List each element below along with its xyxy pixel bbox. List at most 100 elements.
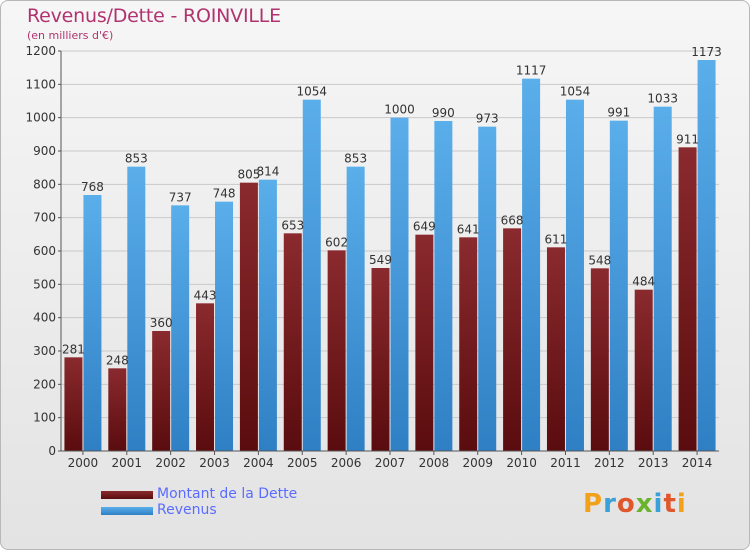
y-tick-label: 500 xyxy=(33,277,56,291)
data-label-revenue: 768 xyxy=(81,180,104,194)
bar-debt xyxy=(678,147,697,452)
data-label-revenue: 853 xyxy=(344,152,367,166)
y-tick-label: 800 xyxy=(33,177,56,191)
data-label-debt: 549 xyxy=(369,253,392,267)
data-label-revenue: 1033 xyxy=(647,92,678,106)
chart-subtitle: (en milliers d'€) xyxy=(27,29,114,42)
x-tick-label: 2000 xyxy=(68,456,99,470)
legend-label-debt: Montant de la Dette xyxy=(157,486,298,502)
data-label-debt: 602 xyxy=(325,235,348,249)
bar-debt xyxy=(459,237,478,451)
data-label-debt: 653 xyxy=(281,218,304,232)
x-tick-label: 2005 xyxy=(287,456,318,470)
y-tick-label: 1100 xyxy=(25,77,56,91)
bar-revenue xyxy=(83,195,102,451)
logo-letter: o xyxy=(616,489,636,519)
data-label-revenue: 748 xyxy=(213,187,236,201)
bar-debt xyxy=(415,234,434,451)
logo-letter: x xyxy=(635,489,654,519)
x-tick-label: 2003 xyxy=(199,456,230,470)
bar-debt xyxy=(152,331,171,451)
chart-title: Revenus/Dette - ROINVILLE xyxy=(27,5,281,27)
data-label-debt: 281 xyxy=(62,342,85,356)
bar-debt xyxy=(64,357,83,451)
x-tick-label: 2013 xyxy=(638,456,669,470)
data-label-revenue: 853 xyxy=(125,152,148,166)
proxiti-logo: Proxiti xyxy=(583,489,687,519)
x-tick-label: 2001 xyxy=(112,456,143,470)
legend-swatch-revenue xyxy=(101,507,153,515)
data-label-revenue: 1054 xyxy=(560,85,591,99)
bar-debt xyxy=(327,250,346,451)
y-tick-label: 200 xyxy=(33,377,56,391)
bar-debt xyxy=(634,289,653,451)
bar-revenue xyxy=(127,166,146,451)
data-label-revenue: 973 xyxy=(476,112,499,126)
bar-debt xyxy=(371,268,390,451)
data-label-debt: 548 xyxy=(588,253,611,267)
logo-letter: i xyxy=(653,489,664,519)
y-tick-label: 900 xyxy=(33,144,56,158)
x-tick-label: 2009 xyxy=(462,456,493,470)
bar-revenue xyxy=(653,106,672,452)
data-label-debt: 668 xyxy=(501,213,524,227)
bar-revenue xyxy=(302,99,321,452)
bar-revenue xyxy=(390,117,409,452)
data-label-debt: 649 xyxy=(413,220,436,234)
x-tick-label: 2008 xyxy=(419,456,450,470)
bar-debt xyxy=(108,368,127,451)
bar-debt xyxy=(590,268,609,451)
bar-revenue xyxy=(258,179,277,451)
y-tick-label: 1000 xyxy=(25,111,56,125)
data-label-revenue: 991 xyxy=(607,106,630,120)
x-tick-label: 2014 xyxy=(682,456,713,470)
y-tick-label: 1200 xyxy=(25,44,56,58)
y-tick-label: 100 xyxy=(33,411,56,425)
data-label-debt: 911 xyxy=(676,132,699,146)
data-label-revenue: 1173 xyxy=(691,45,722,59)
bar-debt xyxy=(503,228,522,451)
y-tick-label: 300 xyxy=(33,344,56,358)
x-tick-label: 2004 xyxy=(243,456,274,470)
data-label-debt: 248 xyxy=(106,353,129,367)
bar-revenue xyxy=(346,166,365,451)
legend-swatch-debt xyxy=(101,491,153,499)
data-label-debt: 641 xyxy=(457,222,480,236)
bar-revenue xyxy=(565,99,584,452)
y-tick-label: 700 xyxy=(33,211,56,225)
data-label-revenue: 1000 xyxy=(384,103,415,117)
bar-debt xyxy=(546,247,565,451)
x-tick-label: 2012 xyxy=(594,456,625,470)
data-label-debt: 611 xyxy=(545,232,568,246)
x-tick-label: 2002 xyxy=(155,456,186,470)
bar-debt xyxy=(239,182,258,451)
logo-letter: r xyxy=(603,489,617,519)
data-label-debt: 360 xyxy=(150,316,173,330)
data-label-revenue: 1117 xyxy=(516,64,547,78)
logo-letter: t xyxy=(663,489,677,519)
data-label-revenue: 990 xyxy=(432,106,455,120)
bar-debt xyxy=(283,233,302,451)
bar-revenue xyxy=(697,60,716,451)
x-tick-label: 2007 xyxy=(375,456,406,470)
x-tick-label: 2011 xyxy=(550,456,581,470)
bar-debt xyxy=(196,303,215,451)
data-label-debt: 484 xyxy=(632,275,655,289)
y-tick-label: 400 xyxy=(33,311,56,325)
logo-letter: i xyxy=(676,489,687,519)
data-label-debt: 443 xyxy=(194,288,217,302)
data-label-revenue: 814 xyxy=(256,165,279,179)
bar-revenue xyxy=(522,78,541,452)
x-tick-label: 2006 xyxy=(331,456,362,470)
bar-revenue xyxy=(478,126,497,452)
logo-letter: P xyxy=(583,489,604,519)
bar-revenue xyxy=(171,205,190,451)
x-tick-label: 2010 xyxy=(506,456,537,470)
data-label-debt: 805 xyxy=(237,168,260,182)
y-tick-label: 0 xyxy=(48,444,56,458)
data-label-revenue: 737 xyxy=(169,190,192,204)
data-label-revenue: 1054 xyxy=(296,85,327,99)
bar-revenue xyxy=(609,120,628,452)
y-tick-label: 600 xyxy=(33,244,56,258)
